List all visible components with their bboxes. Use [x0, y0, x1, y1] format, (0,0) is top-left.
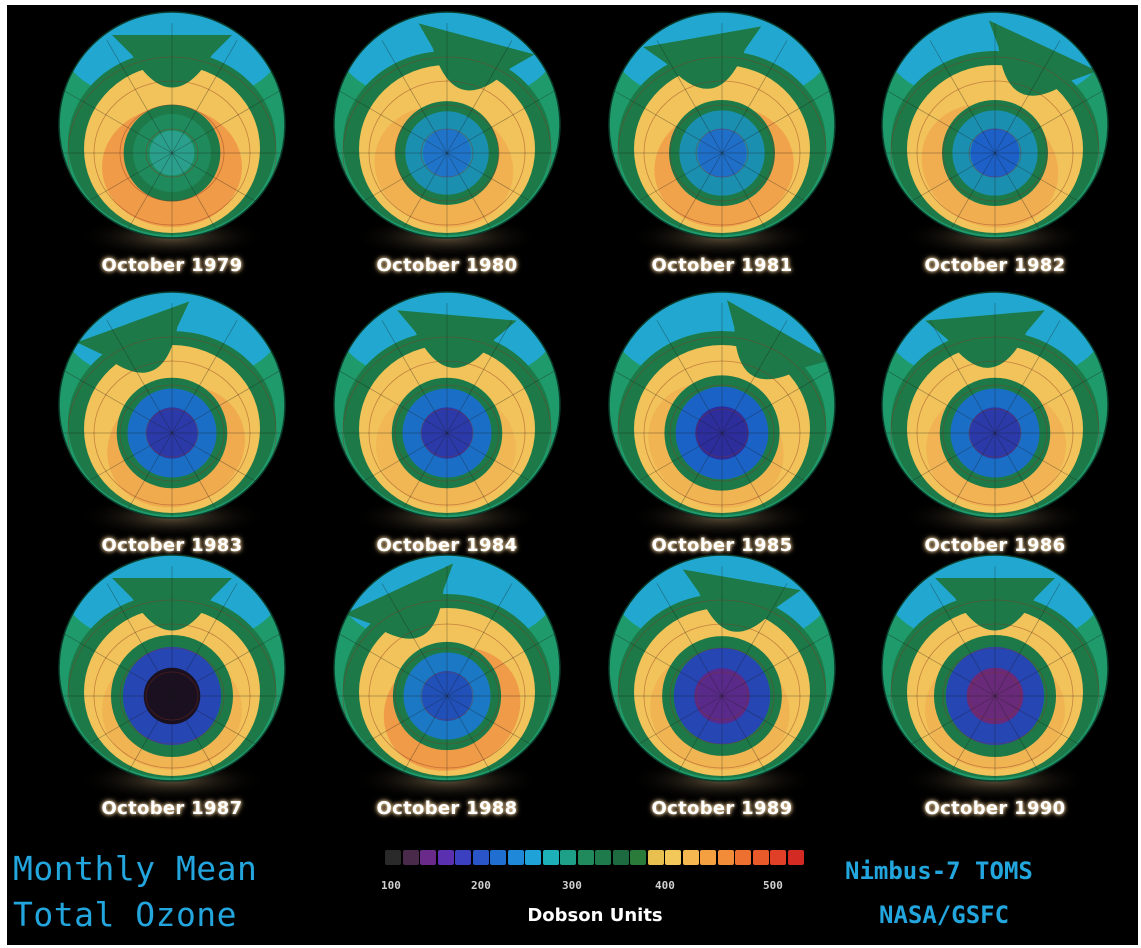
colorbar-swatch [560, 850, 577, 865]
agency-label: NASA/GSFC [879, 901, 1010, 929]
ozone-globe [608, 11, 836, 259]
instrument-label: Nimbus-7 TOMS [845, 857, 1033, 885]
colorbar-swatch [630, 850, 647, 865]
units-label: Dobson Units [527, 905, 663, 926]
globe-panel: October 1987 [52, 550, 292, 840]
colorbar-swatch [612, 850, 629, 865]
globe-panel: October 1979 [52, 7, 292, 297]
ozone-globe [58, 291, 286, 539]
globe-panel: October 1988 [327, 550, 567, 840]
globe-panel: October 1990 [875, 550, 1115, 840]
colorbar-swatch [385, 850, 402, 865]
globe-panel: October 1980 [327, 7, 567, 297]
colorbar-swatch [577, 850, 594, 865]
globe-date-label: October 1985 [651, 535, 793, 556]
globe-panel: October 1985 [602, 287, 842, 577]
colorbar-tick-label: 400 [655, 879, 675, 892]
globe-panel: October 1984 [327, 287, 567, 577]
ozone-globe [881, 11, 1109, 259]
colorbar-tick-label: 500 [763, 879, 783, 892]
ozone-globe [881, 291, 1109, 539]
globe-date-label: October 1986 [924, 535, 1066, 556]
globe-panel: October 1982 [875, 7, 1115, 297]
colorbar-swatch [525, 850, 542, 865]
globe-panel: October 1986 [875, 287, 1115, 577]
colorbar-swatch [752, 850, 769, 865]
colorbar-swatch [682, 850, 699, 865]
colorbar-swatch [507, 850, 524, 865]
globe-panel: October 1981 [602, 7, 842, 297]
colorbar-swatch [402, 850, 419, 865]
ozone-figure: October 1979 October 1980 October 1981 Octo… [7, 5, 1138, 945]
colorbar-swatch [787, 850, 804, 865]
ozone-globe [333, 291, 561, 539]
globe-panel: October 1989 [602, 550, 842, 840]
globe-date-label: October 1979 [101, 255, 243, 276]
globe-date-label: October 1981 [651, 255, 793, 276]
colorbar-swatch [595, 850, 612, 865]
colorbar-tick-label: 200 [471, 879, 491, 892]
colorbar-swatch [490, 850, 507, 865]
ozone-globe [608, 554, 836, 802]
colorbar-swatch [542, 850, 559, 865]
colorbar-swatch [665, 850, 682, 865]
ozone-globe [881, 554, 1109, 802]
colorbar-swatch [717, 850, 734, 865]
ozone-globe [333, 554, 561, 802]
globe-panel: October 1983 [52, 287, 292, 577]
colorbar-swatch [420, 850, 437, 865]
ozone-globe [58, 11, 286, 259]
title-line-1: Monthly Mean [13, 849, 258, 888]
colorbar-swatch [437, 850, 454, 865]
globe-date-label: October 1989 [651, 798, 793, 819]
globe-date-label: October 1984 [376, 535, 518, 556]
globe-date-label: October 1988 [376, 798, 518, 819]
colorbar-swatch [455, 850, 472, 865]
colorbar-swatch [647, 850, 664, 865]
colorbar-tick-label: 100 [381, 879, 401, 892]
colorbar-swatch [700, 850, 717, 865]
title-line-2: Total Ozone [13, 895, 238, 934]
dobson-colorbar [385, 846, 805, 870]
globe-date-label: October 1982 [924, 255, 1066, 276]
globe-date-label: October 1987 [101, 798, 243, 819]
ozone-globe [608, 291, 836, 539]
colorbar-tick-label: 300 [562, 879, 582, 892]
globe-date-label: October 1980 [376, 255, 518, 276]
colorbar-swatch [472, 850, 489, 865]
globe-date-label: October 1990 [924, 798, 1066, 819]
colorbar-swatch [770, 850, 787, 865]
colorbar-swatch [735, 850, 752, 865]
ozone-globe [333, 11, 561, 259]
ozone-globe [58, 554, 286, 802]
globe-date-label: October 1983 [101, 535, 243, 556]
